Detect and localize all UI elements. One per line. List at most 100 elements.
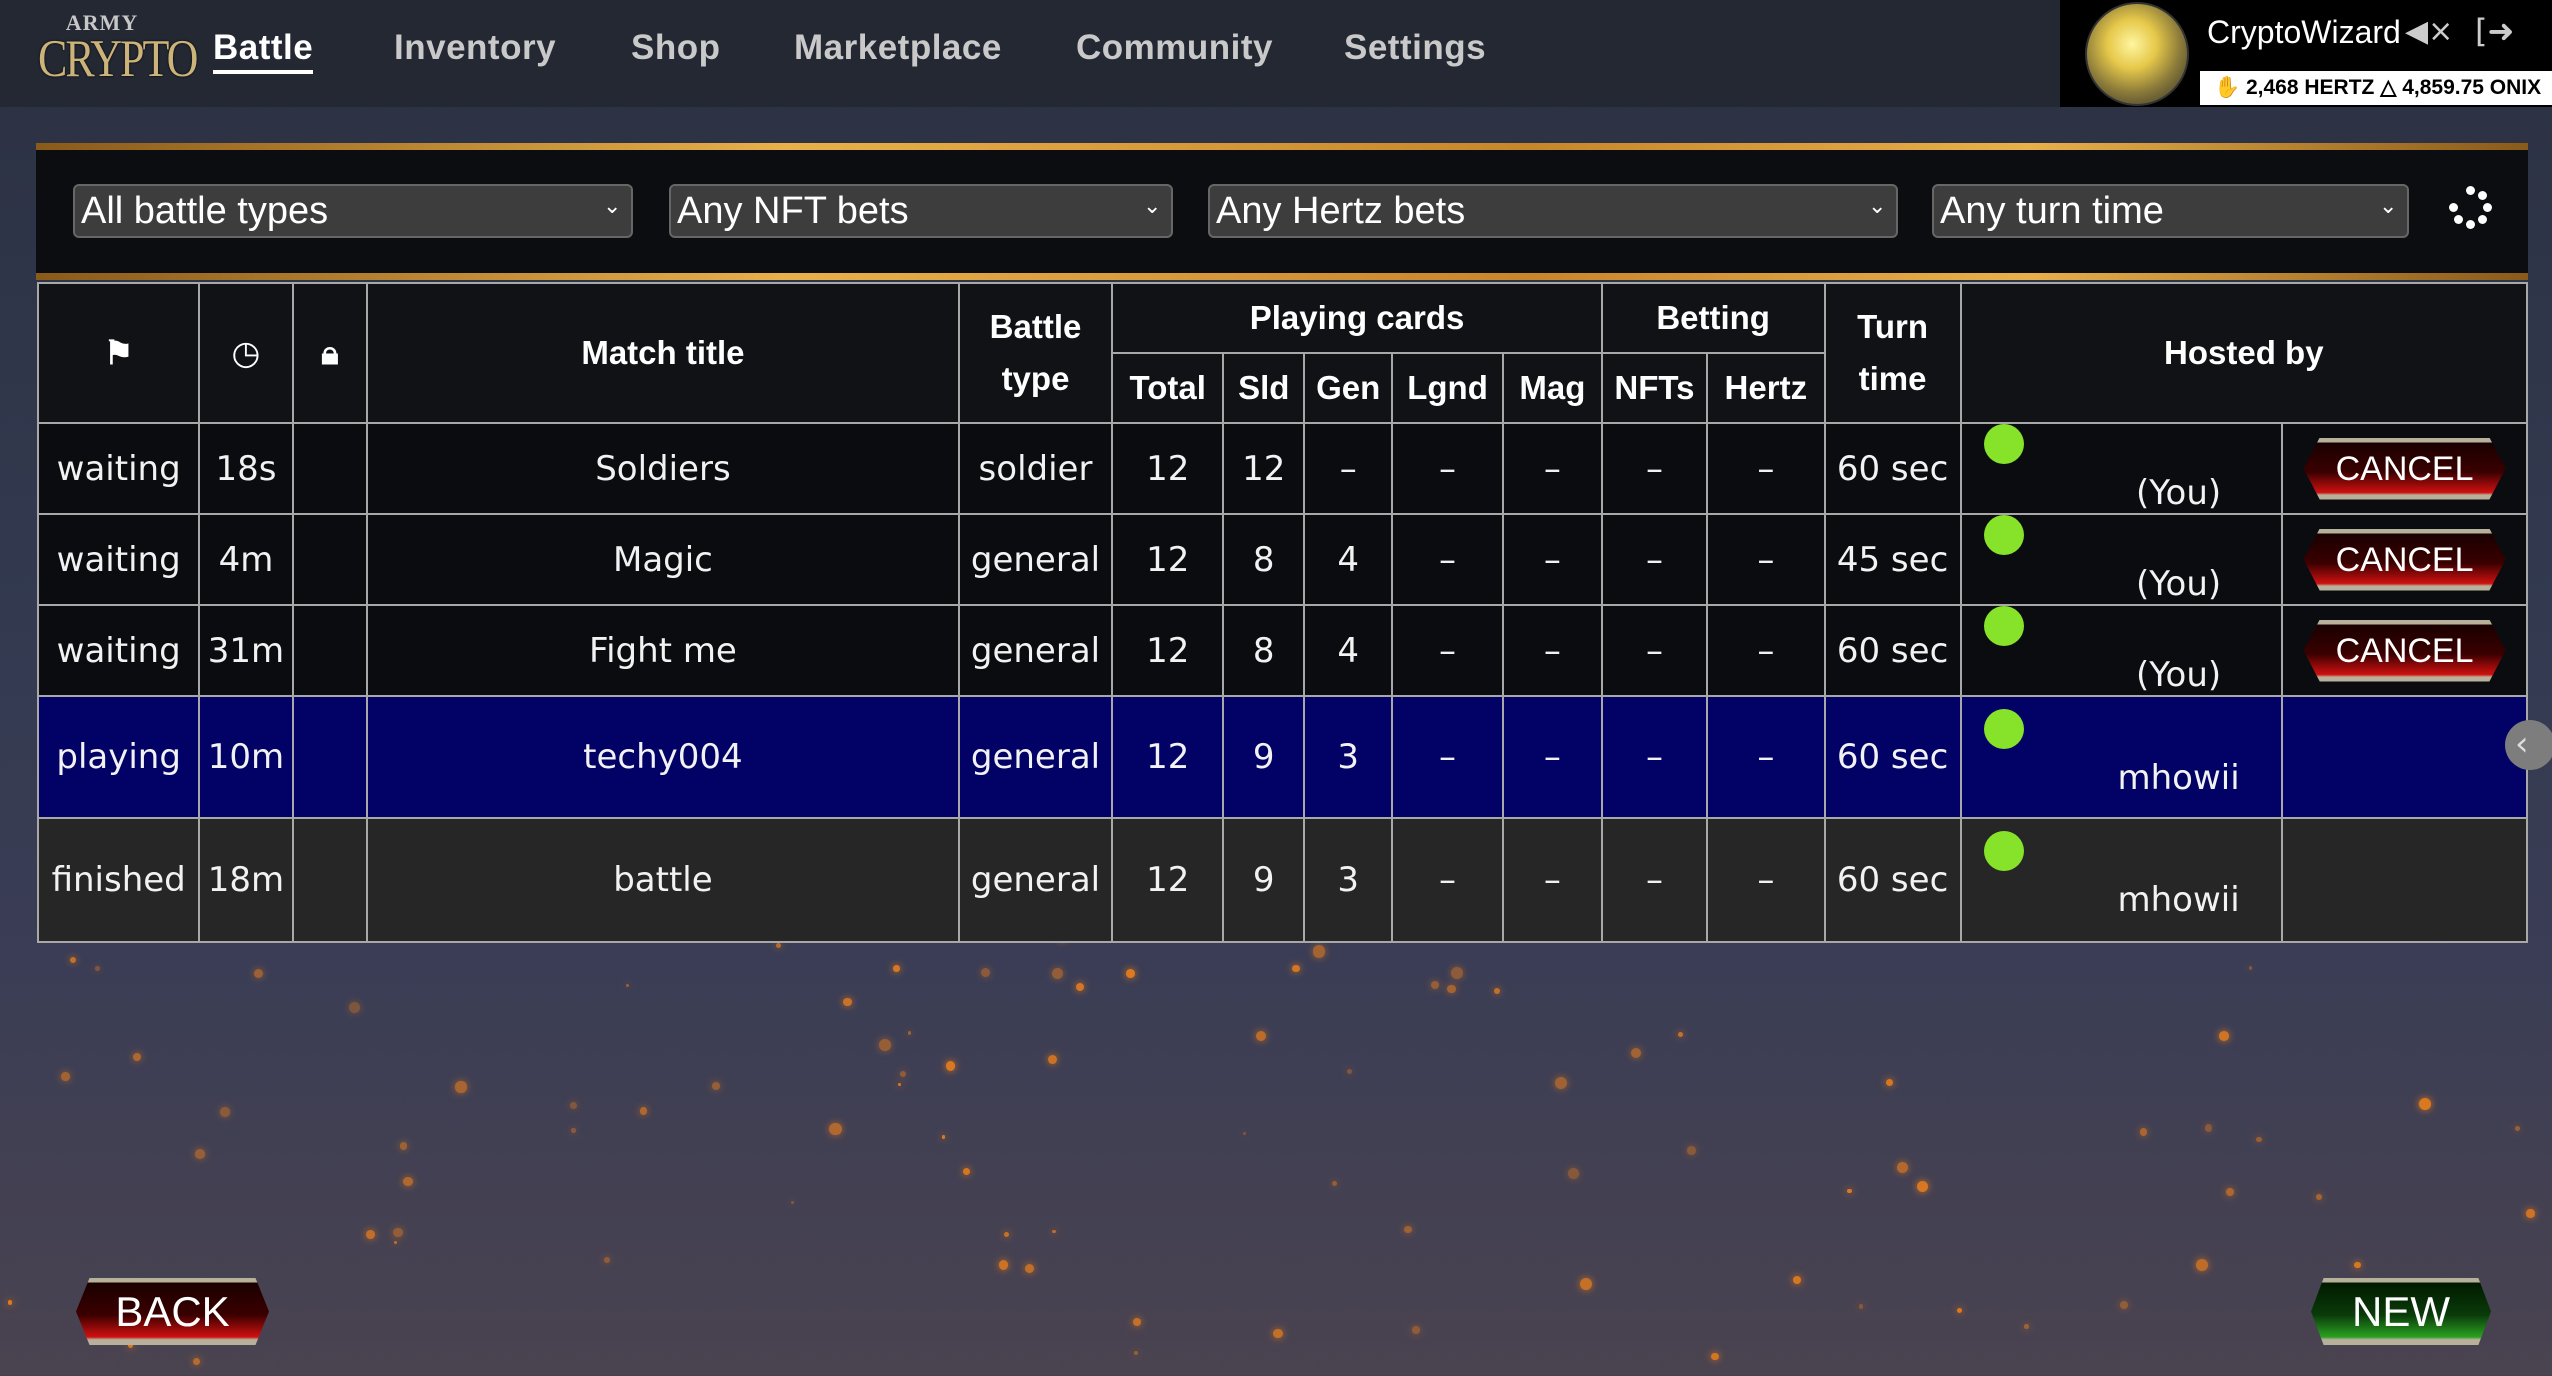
header-mag[interactable]: Mag: [1501, 352, 1603, 424]
cell-sld: 12: [1222, 422, 1306, 515]
header-match-title[interactable]: Match title: [366, 282, 960, 424]
sparkle: [604, 1256, 610, 1263]
sparkle: [1431, 980, 1440, 989]
cell-gen: 3: [1303, 695, 1394, 819]
lock-icon[interactable]: 🔒︎: [291, 282, 369, 424]
turn-time-filter[interactable]: Any turn time: [1932, 184, 2409, 238]
cell-nfts: –: [1600, 422, 1709, 515]
sparkle: [1567, 1167, 1579, 1179]
cell-total: 12: [1111, 817, 1225, 943]
sparkle: [1793, 1276, 1802, 1285]
header-turn-time[interactable]: Turn time: [1823, 282, 1962, 424]
hertz-bet-filter[interactable]: Any Hertz bets: [1208, 184, 1898, 238]
sparkle: [893, 965, 900, 972]
gold-divider: [36, 143, 2528, 150]
header-total[interactable]: Total: [1111, 352, 1225, 424]
online-status-dot: [1983, 709, 2024, 749]
cell-status: waiting: [36, 604, 201, 697]
header-nfts[interactable]: NFTs: [1600, 352, 1709, 424]
logout-icon[interactable]: [➜: [2475, 12, 2515, 50]
host-cell: mhowii: [1959, 817, 2284, 943]
new-battle-button[interactable]: NEW: [2311, 1278, 2491, 1345]
nav-settings[interactable]: Settings: [1344, 28, 1487, 67]
sparkle: [399, 1142, 408, 1151]
cell-age: 18s: [198, 422, 294, 515]
username[interactable]: CryptoWizard: [2207, 14, 2401, 50]
sparkle: [1493, 988, 1500, 994]
sparkle: [403, 1176, 413, 1187]
sparkle: [1896, 1162, 1908, 1174]
sparkle: [907, 1031, 912, 1035]
table-row[interactable]: playing 10m techy004 general 12 9 3– – – –60 sec m…: [36, 695, 2528, 819]
avatar[interactable]: [2085, 2, 2189, 106]
sparkle: [1412, 1326, 1420, 1334]
cell-hertz: –: [1706, 817, 1826, 943]
chevron-left-icon[interactable]: ‹: [2505, 720, 2552, 770]
host-name: mhowii: [2117, 880, 2240, 920]
sparkle: [2354, 1261, 2361, 1269]
nft-bet-filter[interactable]: Any NFT bets: [669, 184, 1173, 238]
sparkle: [941, 1135, 946, 1139]
cell-type: general: [957, 695, 1114, 819]
sparkle: [1004, 1231, 1010, 1237]
sparkle: [132, 1053, 141, 1061]
sparkle: [7, 1300, 13, 1305]
cell-gen: 4: [1303, 604, 1394, 697]
cell-status: finished: [36, 817, 201, 943]
cell-title: Soldiers: [366, 422, 960, 515]
sparkle: [1051, 967, 1063, 979]
sparkle: [1916, 1180, 1929, 1193]
header-lgnd[interactable]: Lgnd: [1391, 352, 1504, 424]
cell-sld: 8: [1222, 513, 1306, 606]
nav-battle[interactable]: Battle: [213, 28, 314, 74]
currency-bar: ✋ 2,468 HERTZ △ 4,859.75 ONIX: [2200, 71, 2552, 105]
table-row[interactable]: waiting 18s Soldiers soldier 12 12– – – – –60 sec…: [36, 422, 2528, 515]
sparkle: [253, 968, 263, 979]
hertz-balance: 2,468 HERTZ: [2245, 76, 2375, 99]
speaker-muted-icon[interactable]: ◀×: [2405, 14, 2454, 49]
cancel-button[interactable]: CANCEL: [2303, 619, 2506, 682]
sparkle: [1243, 1131, 1247, 1135]
spinner-dot: [2478, 215, 2488, 225]
cell-age: 10m: [198, 695, 294, 819]
header-battle-type[interactable]: Battle type: [957, 282, 1114, 424]
cancel-button[interactable]: CANCEL: [2303, 528, 2506, 591]
table-row[interactable]: finished 18m battle general 12 9 3– – – –60 sec mh…: [36, 817, 2528, 943]
nav-inventory[interactable]: Inventory: [394, 28, 557, 67]
cell-nfts: –: [1600, 604, 1709, 697]
cell-lgnd: –: [1391, 695, 1504, 819]
header-sld[interactable]: Sld: [1222, 352, 1306, 424]
sparkle: [1686, 1146, 1696, 1156]
flag-icon[interactable]: ⚑: [36, 282, 201, 424]
sparkle: [962, 1167, 970, 1175]
sparkle: [1312, 945, 1326, 959]
back-button[interactable]: BACK: [76, 1278, 269, 1345]
onix-icon: △: [2380, 76, 2403, 99]
sparkle: [220, 1107, 230, 1117]
clock-icon[interactable]: ◷: [198, 282, 294, 424]
header-hosted-by[interactable]: Hosted by: [1959, 282, 2529, 424]
online-status-dot: [1983, 606, 2024, 646]
cancel-button[interactable]: CANCEL: [2303, 437, 2506, 500]
sparkle: [1447, 984, 1456, 994]
header-hertz[interactable]: Hertz: [1706, 352, 1826, 424]
action-cell: CANCEL: [2281, 604, 2528, 697]
cell-lgnd: –: [1391, 422, 1504, 515]
nav-shop[interactable]: Shop: [631, 28, 721, 67]
sparkle: [712, 1081, 721, 1091]
battle-type-filter[interactable]: All battle types: [73, 184, 633, 238]
army-of-crypto-logo[interactable]: ARMY CRYPTO: [38, 10, 198, 88]
nav-marketplace[interactable]: Marketplace: [794, 28, 1002, 67]
table-row[interactable]: waiting 31m Fight me general 12 8 4– – – –60 sec(…: [36, 604, 2528, 697]
cell-nfts: –: [1600, 695, 1709, 819]
onix-balance: 4,859.75 ONIX: [2402, 76, 2542, 99]
nav-community[interactable]: Community: [1076, 28, 1273, 67]
header-gen[interactable]: Gen: [1303, 352, 1394, 424]
table-row[interactable]: waiting 4m Magic general 12 8 4– – – –45 sec (You)…: [36, 513, 2528, 606]
online-status-dot: [1983, 831, 2024, 871]
online-status-dot: [1983, 515, 2024, 555]
cell-turn: 60 sec: [1823, 422, 1962, 515]
sparkle: [2219, 1031, 2229, 1041]
sparkle: [2526, 1209, 2535, 1218]
sparkle: [2248, 966, 2253, 971]
